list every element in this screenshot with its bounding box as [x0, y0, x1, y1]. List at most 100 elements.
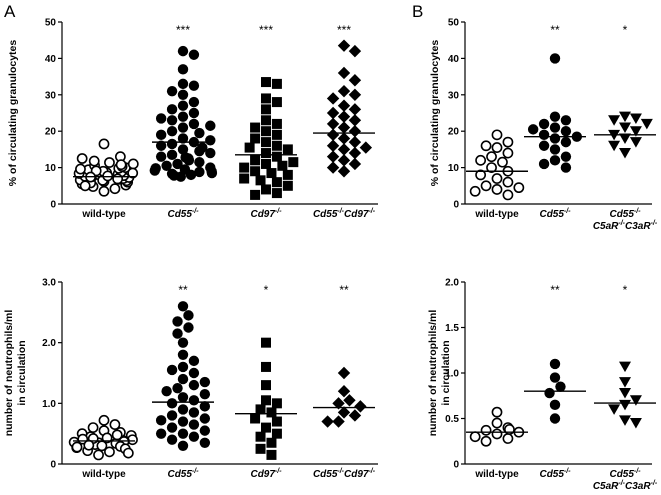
group-2-point [272, 119, 282, 129]
group-0-point [88, 423, 97, 432]
x-category-label: wild-type [81, 209, 126, 220]
group-2-point [619, 362, 631, 373]
group-2-point [272, 130, 282, 140]
y-tick-label: 2.0 [445, 278, 459, 289]
group-2: ***Cd97-/- [235, 23, 298, 220]
y-axis-label: number of neutrophils/ml [3, 310, 15, 437]
y-tick-label: 10 [45, 163, 57, 174]
group-2-point [256, 432, 266, 442]
group-1-point [178, 79, 188, 89]
group-2-point [261, 362, 271, 372]
group-2-point [272, 79, 282, 89]
group-1-point [561, 137, 571, 147]
y-tick-label: 50 [45, 18, 57, 29]
y-tick-label: 2.0 [42, 338, 56, 349]
y-axis-label: % of circulating granulocytes [7, 40, 19, 187]
group-3-point [349, 45, 361, 57]
group-3-point [338, 85, 350, 97]
group-0-point [492, 418, 501, 427]
group-0-point [503, 178, 512, 187]
group-1-point [156, 415, 166, 425]
group-2-point [245, 143, 255, 153]
group-3-point [338, 165, 350, 177]
group-0-point [481, 141, 490, 150]
group-2-point [272, 429, 282, 439]
group-1-point [561, 126, 571, 136]
group-2-point [261, 338, 271, 348]
group-0-point [476, 156, 485, 165]
group-2-point [261, 137, 271, 147]
group-2: *Cd55-/-C5aR-/-C3aR-/- [593, 23, 658, 232]
group-2-point [239, 163, 249, 173]
group-2-point [608, 115, 620, 126]
group-2-point [641, 119, 653, 130]
significance-label: *** [337, 23, 351, 37]
group-1-point [539, 159, 549, 169]
group-0-point [492, 429, 501, 438]
group-2: * Cd97-/- [235, 283, 297, 480]
group-0-point [492, 185, 501, 194]
group-1-point [189, 432, 199, 442]
x-category-label: Cd55-/- [539, 468, 571, 480]
group-1-point [172, 328, 182, 338]
chart-A-top: 0 10 20 30 40 50 % of circulating granulocytes… [7, 18, 378, 221]
group-1-point [544, 388, 554, 398]
group-0-point [72, 442, 81, 451]
group-0-point [110, 184, 119, 193]
group-0-point [105, 447, 114, 456]
significance-label: *** [176, 23, 190, 37]
group-3-point [349, 103, 361, 115]
group-1-point [167, 139, 177, 149]
group-1-point [156, 428, 166, 438]
group-1-point [178, 64, 188, 74]
group-1-point [189, 395, 199, 405]
x-category-label: Cd55-/- [539, 208, 571, 220]
group-1-point [205, 135, 215, 145]
group-3-point [349, 125, 361, 137]
group-1-point [550, 413, 560, 423]
group-2-point [619, 377, 631, 388]
group-1-point [555, 381, 565, 391]
group-2-point [261, 115, 271, 125]
chart-A-bottom: 01.02.03.0number of neutrophils/ml in cir… [3, 278, 378, 481]
group-2-point [261, 148, 271, 158]
group-1-point [178, 46, 188, 56]
group-0-point [492, 174, 501, 183]
group-1-point [194, 157, 204, 167]
group-1-point [528, 124, 538, 134]
group-0-point [113, 174, 122, 183]
panel-label-a: A [4, 2, 16, 21]
group-0-point [471, 432, 480, 441]
group-2-point [283, 181, 293, 191]
group-3-point [338, 121, 350, 133]
group-0-point [481, 426, 490, 435]
group-1-point [167, 410, 177, 420]
group-3-point [349, 89, 361, 101]
group-1-point [197, 142, 207, 152]
group-2-point [266, 168, 276, 178]
group-0: wild-type [466, 130, 528, 220]
group-2-point [619, 148, 631, 159]
group-1-point [156, 130, 166, 140]
group-2-point [261, 126, 271, 136]
group-0-point [124, 448, 133, 457]
group-0-point [471, 187, 480, 196]
group-2-point [250, 190, 260, 200]
group-1-point [550, 359, 560, 369]
x-category-label: Cd55-/-Cd97-/- [313, 208, 376, 220]
group-1-point [207, 168, 217, 178]
group-1-point [180, 152, 190, 162]
group-0-point [76, 164, 85, 173]
group-3-point [349, 136, 361, 148]
group-2-point [619, 415, 631, 426]
x-category-label: Cd55-/- [167, 208, 199, 220]
group-1-point [178, 122, 188, 132]
significance-label: * [623, 283, 628, 297]
group-1-point [189, 419, 199, 429]
group-0-point [99, 416, 108, 425]
group-2-point [619, 123, 631, 134]
group-1-point [167, 104, 177, 114]
x-category-label: Cd55-/- [167, 468, 199, 480]
group-1-point [167, 150, 177, 160]
group-2-point [261, 104, 271, 114]
